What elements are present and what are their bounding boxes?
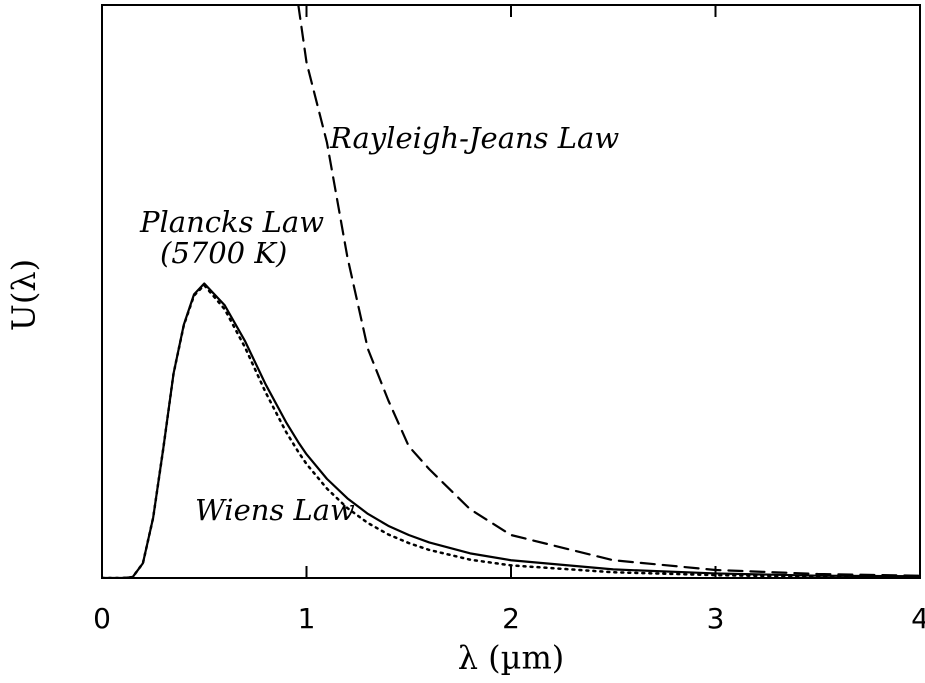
x-tick-label: 3 — [707, 602, 725, 635]
series-line — [297, 5, 920, 577]
x-tick-label: 0 — [93, 602, 111, 635]
wien-label: Wiens Law — [195, 493, 355, 527]
x-axis-label: λ (µm) — [458, 639, 565, 677]
rj-label: Rayleigh-Jeans Law — [329, 121, 619, 155]
y-axis-label: U(λ) — [5, 259, 43, 331]
series-line — [102, 283, 920, 578]
x-tick-label: 1 — [298, 602, 316, 635]
planck-temp: (5700 K) — [160, 236, 287, 270]
planck-label: Plancks Law — [139, 205, 324, 239]
series-line — [102, 282, 920, 578]
x-tick-label: 2 — [502, 602, 520, 635]
x-tick-label: 4 — [911, 602, 925, 635]
